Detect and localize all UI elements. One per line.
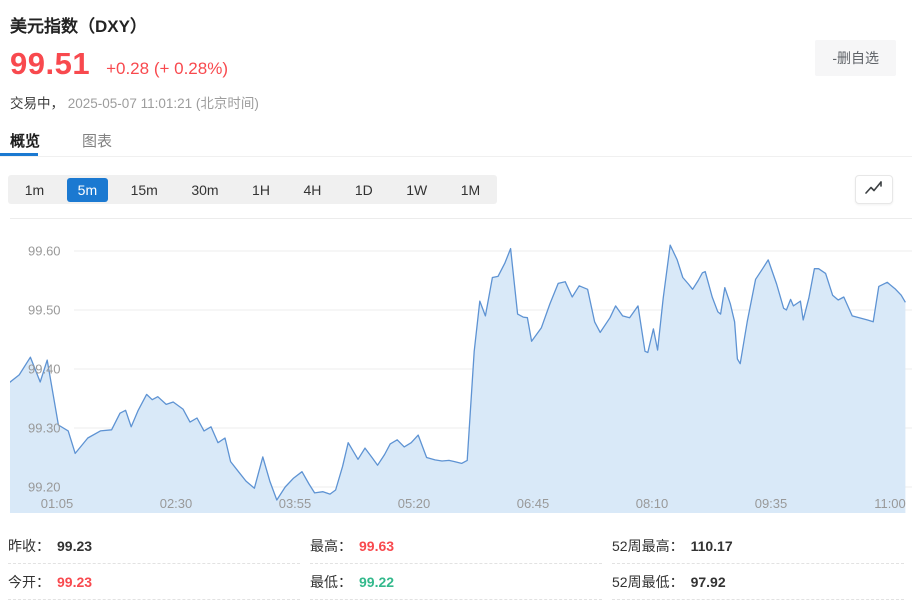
tab-overview[interactable]: 概览: [10, 133, 41, 150]
stat-low-value: 99.22: [359, 573, 395, 590]
x-axis-label: 05:20: [398, 496, 431, 511]
market-status-row: 交易中， 2025-05-07 11:01:21 (北京时间): [10, 92, 259, 112]
stat-wk52-low-label: 52周最低：: [612, 573, 684, 590]
x-axis-label: 03:55: [279, 496, 312, 511]
x-axis-label: 06:45: [517, 496, 550, 511]
stat-wk52-high-value: 110.17: [690, 537, 733, 554]
x-axis-label: 11:00: [874, 496, 906, 511]
view-tabs: 概览 图表: [10, 130, 154, 161]
timeframe-4h[interactable]: 4H: [292, 178, 332, 202]
quote-timestamp: 2025-05-07 11:01:21 (北京时间): [67, 96, 259, 111]
timeframe-30m[interactable]: 30m: [180, 178, 229, 202]
stat-open-label: 今开：: [8, 573, 50, 590]
stat-open: 今开： 99.23: [8, 564, 300, 600]
price-change: +0.28 (+ 0.28%): [106, 59, 228, 78]
tabs-divider: [0, 156, 912, 157]
price-chart[interactable]: 99.60 99.50 99.40 99.30 99.20 01:05 02:30 03:55…: [10, 218, 912, 513]
stat-prev-close-value: 99.23: [57, 537, 93, 554]
market-status: 交易中，: [10, 96, 64, 111]
y-axis-label: 99.50: [28, 303, 61, 318]
chart-style-button[interactable]: [855, 175, 893, 204]
stats-grid: 昨收： 99.23 最高： 99.63 52周最高： 110.17 今开： 99.23 最低： 9…: [8, 528, 904, 600]
stat-wk52-high: 52周最高： 110.17: [612, 528, 904, 564]
stat-wk52-low-value: 97.92: [690, 573, 726, 590]
stat-prev-close: 昨收： 99.23: [8, 528, 300, 564]
x-axis-label: 01:05: [41, 496, 74, 511]
current-price: 99.51: [10, 46, 91, 81]
stat-low: 最低： 99.22: [310, 564, 602, 600]
y-axis-label: 99.30: [28, 421, 61, 436]
page-title: 美元指数（DXY）: [10, 17, 147, 36]
timeframe-15m[interactable]: 15m: [120, 178, 169, 202]
timeframe-bar: 1m 5m 15m 30m 1H 4H 1D 1W 1M: [8, 175, 497, 204]
timeframe-1m[interactable]: 1m: [14, 178, 55, 202]
x-axis-label: 02:30: [160, 496, 193, 511]
timeframe-1d[interactable]: 1D: [344, 178, 384, 202]
remove-watchlist-button[interactable]: -删自选: [815, 40, 896, 76]
line-chart-icon: [862, 178, 886, 201]
stat-wk52-low: 52周最低： 97.92: [612, 564, 904, 600]
price-line: [10, 244, 906, 501]
timeframe-1w[interactable]: 1W: [395, 178, 438, 202]
stat-prev-close-label: 昨收：: [8, 537, 50, 554]
y-axis-label: 99.40: [28, 362, 61, 377]
stat-low-label: 最低：: [310, 573, 352, 590]
timeframe-5m[interactable]: 5m: [66, 177, 109, 202]
price-row: 99.51 +0.28 (+ 0.28%): [10, 46, 228, 82]
stat-wk52-high-label: 52周最高：: [612, 537, 684, 554]
stat-high-value: 99.63: [359, 537, 395, 554]
x-axis-label: 09:35: [755, 496, 788, 511]
timeframe-1h[interactable]: 1H: [241, 178, 281, 202]
tab-chart[interactable]: 图表: [82, 133, 113, 150]
active-tab-underline: [0, 153, 38, 157]
stat-high: 最高： 99.63: [310, 528, 602, 564]
stat-open-value: 99.23: [57, 573, 93, 590]
y-axis-label: 99.60: [28, 244, 61, 259]
timeframe-1m[interactable]: 1M: [450, 178, 491, 202]
y-axis-label: 99.20: [28, 480, 61, 495]
stat-high-label: 最高：: [310, 537, 352, 554]
price-area-fill: [10, 245, 906, 513]
x-axis-label: 08:10: [636, 496, 669, 511]
